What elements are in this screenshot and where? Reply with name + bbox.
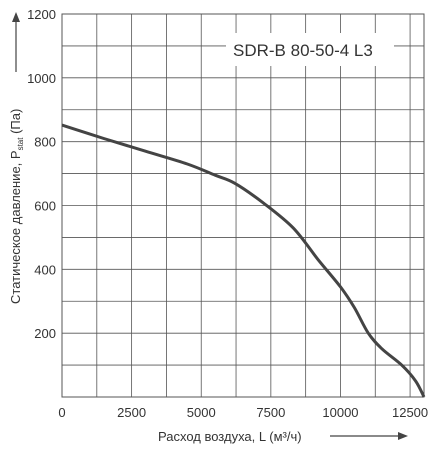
y-axis-label: Статическое давление, Pstat (Па)	[8, 109, 25, 304]
grid	[62, 14, 424, 397]
x-tick-labels: 0 2500 5000 7500 10000 12500	[58, 405, 428, 420]
y-tick-label: 1200	[27, 7, 56, 22]
y-tick-label: 400	[34, 262, 56, 277]
x-axis-label: Расход воздуха, L (м³/ч)	[158, 429, 302, 444]
y-axis-arrow-head-icon	[12, 12, 20, 22]
y-tick-label: 1000	[27, 71, 56, 86]
x-axis-arrow-head-icon	[398, 432, 408, 440]
x-tick-label: 7500	[256, 405, 285, 420]
x-tick-label: 2500	[117, 405, 146, 420]
y-tick-label: 600	[34, 199, 56, 214]
x-tick-label: 0	[58, 405, 65, 420]
plot-frame	[61, 13, 425, 398]
y-axis-label-main: Статическое давление, P	[8, 150, 23, 304]
model-label: SDR-B 80-50-4 L3	[233, 41, 373, 60]
series-group	[61, 123, 426, 398]
y-tick-labels: 200 400 600 800 1000 1200	[27, 7, 56, 341]
y-tick-label: 800	[34, 135, 56, 150]
series-line	[61, 123, 426, 398]
y-axis-label-sub: stat	[16, 137, 25, 151]
svg-text:Статическое давление, Pstat (П: Статическое давление, Pstat (Па)	[8, 109, 25, 304]
x-tick-label: 12500	[392, 405, 428, 420]
y-axis-label-unit: (Па)	[8, 109, 23, 138]
y-tick-label: 200	[34, 326, 56, 341]
x-tick-label: 10000	[322, 405, 358, 420]
x-tick-label: 5000	[187, 405, 216, 420]
model-label-box	[226, 33, 394, 66]
